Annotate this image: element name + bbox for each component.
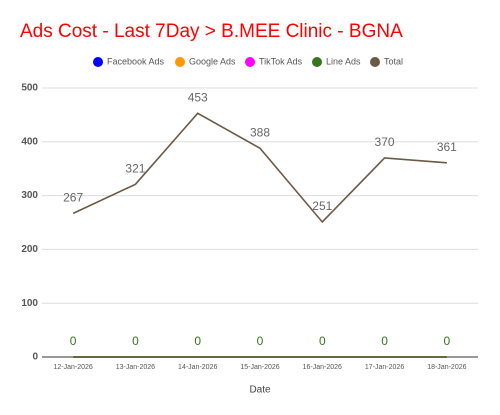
legend-marker	[312, 57, 322, 67]
data-label: 321	[125, 161, 145, 175]
data-label: 0	[194, 334, 201, 348]
legend-label: Line Ads	[326, 56, 361, 66]
x-tick-label: 16-Jan-2026	[303, 364, 342, 371]
x-tick-label: 14-Jan-2026	[178, 364, 217, 371]
x-tick-label: 13-Jan-2026	[116, 364, 155, 371]
data-label: 0	[257, 334, 264, 348]
legend-marker	[93, 57, 103, 67]
x-axis-label: Date	[249, 385, 271, 396]
data-label: 0	[381, 334, 388, 348]
data-label: 0	[444, 334, 451, 348]
legend-label: Total	[384, 56, 403, 66]
series-line	[72, 112, 447, 224]
data-label: 251	[312, 199, 332, 213]
x-tick-label: 15-Jan-2026	[240, 364, 279, 371]
legend-label: Google Ads	[189, 56, 236, 66]
x-tick-label: 12-Jan-2026	[53, 364, 92, 371]
y-tick-label: 400	[21, 136, 38, 147]
legend-marker	[175, 57, 185, 67]
data-label: 370	[375, 135, 395, 149]
data-label: 267	[63, 191, 83, 205]
data-label: 0	[70, 334, 77, 348]
legend-label: TikTok Ads	[259, 56, 303, 66]
legend-marker	[245, 57, 255, 67]
legend-label: Facebook Ads	[107, 56, 165, 66]
data-label: 0	[319, 334, 326, 348]
data-label: 388	[250, 125, 270, 139]
chart-title: Ads Cost - Last 7Day > B.MEE Clinic - BG…	[20, 21, 403, 42]
y-tick-label: 300	[21, 190, 38, 201]
y-tick-label: 200	[21, 244, 38, 255]
x-tick-label: 17-Jan-2026	[365, 364, 404, 371]
legend-marker	[370, 57, 380, 67]
x-tick-label: 18-Jan-2026	[427, 364, 466, 371]
y-tick-label: 100	[21, 298, 38, 309]
y-tick-label: 500	[21, 83, 38, 94]
data-label: 0	[132, 334, 139, 348]
data-label: 453	[188, 90, 208, 104]
y-tick-label: 0	[32, 352, 38, 363]
data-label: 361	[437, 140, 457, 154]
